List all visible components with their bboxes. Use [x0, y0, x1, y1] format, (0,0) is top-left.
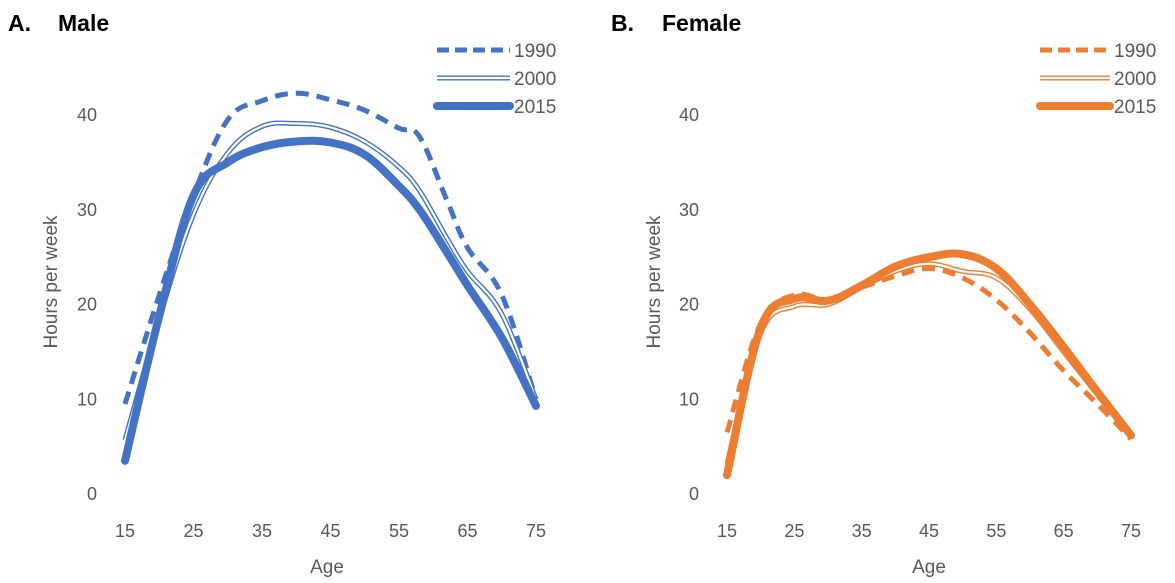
y-tick-label: 40 [77, 105, 97, 125]
y-tick-label: 0 [87, 484, 97, 504]
x-tick-label: 75 [526, 521, 546, 541]
x-tick-label: 15 [717, 521, 737, 541]
y-tick-label: 40 [679, 105, 699, 125]
y-tick-label: 10 [679, 389, 699, 409]
legend-item: 2000 [437, 69, 556, 90]
y-tick-label: 20 [679, 295, 699, 315]
x-tick-label: 55 [986, 521, 1006, 541]
y-axis-label: Hours per week [644, 215, 665, 349]
series-line-1990-stroke [122, 90, 539, 405]
x-tick-label: 65 [1054, 521, 1074, 541]
panel-male: A. Male Hours per week Age 15 25 35 45 55 65 7… [8, 10, 556, 578]
x-tick-label: 45 [919, 521, 939, 541]
legend-item: 1990 [1040, 41, 1156, 62]
legend-item: 2000 [1040, 69, 1156, 90]
y-axis-label: Hours per week [41, 215, 62, 349]
y-tick-label: 0 [689, 484, 699, 504]
series-line-2000-inner [123, 121, 538, 441]
legend-item: 2015 [433, 97, 556, 118]
legend-label: 2015 [514, 97, 556, 118]
x-tick-label: 25 [183, 521, 203, 541]
y-tick-label: 20 [77, 295, 97, 315]
panel-female: B. Female Hours per week Age 15 25 35 45 55 6… [611, 10, 1156, 578]
legend-item: 1990 [437, 41, 556, 62]
x-tick-label: 55 [389, 521, 409, 541]
series-line-2000 [122, 120, 539, 441]
x-axis-label: Age [912, 557, 946, 578]
x-tick-label: 35 [252, 521, 272, 541]
legend-label: 1990 [514, 41, 556, 62]
legend-item: 2015 [1036, 97, 1156, 118]
x-tick-label: 35 [852, 521, 872, 541]
panel-title: Male [58, 10, 109, 36]
y-tick-label: 30 [679, 200, 699, 220]
panel-title: Female [662, 10, 741, 36]
x-tick-label: 65 [457, 521, 477, 541]
series-line-2000-outer [724, 261, 1133, 465]
plot-area: 15 25 35 45 55 65 75 0 10 20 30 40 [77, 90, 546, 541]
series-line-1990 [122, 90, 539, 405]
series-line-2015-stroke [121, 136, 540, 465]
series-line-2000 [724, 261, 1133, 465]
legend: 1990 2000 2015 [433, 41, 556, 118]
series-line-2015 [121, 136, 540, 465]
legend-label: 2000 [1114, 69, 1156, 90]
y-tick-label: 30 [77, 200, 97, 220]
series-line-2015 [723, 249, 1135, 480]
series-line-2015-stroke [723, 249, 1135, 480]
x-tick-label: 75 [1121, 521, 1141, 541]
x-tick-label: 45 [320, 521, 340, 541]
x-tick-label: 15 [115, 521, 135, 541]
series-line-2000-outer [122, 120, 539, 441]
legend: 1990 2000 2015 [1036, 41, 1156, 118]
legend-label: 1990 [1114, 41, 1156, 62]
legend-label: 2000 [514, 69, 556, 90]
legend-label: 2015 [1114, 97, 1156, 118]
panel-label: A. [8, 10, 31, 36]
panel-label: B. [611, 10, 634, 36]
x-tick-label: 25 [784, 521, 804, 541]
plot-area: 15 25 35 45 55 65 75 0 10 20 30 40 [679, 105, 1141, 541]
x-axis-label: Age [310, 557, 344, 578]
y-tick-label: 10 [77, 389, 97, 409]
